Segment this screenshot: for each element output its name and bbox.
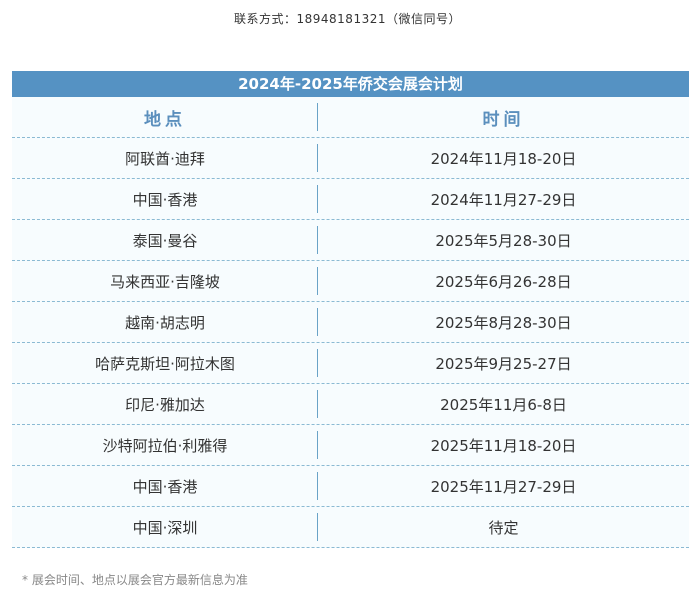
place-cell: 哈萨克斯坦·阿拉木图 [12,343,318,383]
header-place: 地点 [12,97,318,137]
table-row: 印尼·雅加达 2025年11月6-8日 [12,384,689,425]
place-cell: 泰国·曼谷 [12,220,318,260]
place-cell: 中国·香港 [12,179,318,219]
place-cell: 中国·香港 [12,466,318,506]
table-row: 哈萨克斯坦·阿拉木图 2025年9月25-27日 [12,343,689,384]
place-cell: 马来西亚·吉隆坡 [12,261,318,301]
place-cell: 越南·胡志明 [12,302,318,342]
time-cell: 待定 [488,518,519,537]
table-row: 沙特阿拉伯·利雅得 2025年11月18-20日 [12,425,689,466]
table-row: 越南·胡志明 2025年8月28-30日 [12,302,689,343]
place-cell: 沙特阿拉伯·利雅得 [12,425,318,465]
time-cell: 2025年9月25-27日 [435,354,572,373]
table-title: 2024年-2025年侨交会展会计划 [12,71,689,97]
time-cell: 2025年11月6-8日 [440,395,567,414]
table-row: 中国·香港 2024年11月27-29日 [12,179,689,220]
table-row: 中国·深圳 待定 [12,507,689,548]
table-row: 泰国·曼谷 2025年5月28-30日 [12,220,689,261]
table-row: 马来西亚·吉隆坡 2025年6月26-28日 [12,261,689,302]
table-header-row: 地点 时间 [12,97,689,138]
exhibition-schedule-table: 2024年-2025年侨交会展会计划 地点 时间 阿联酋·迪拜 2024年11月1… [12,71,689,548]
time-cell: 2024年11月18-20日 [430,149,577,168]
time-cell: 2025年8月28-30日 [435,313,572,332]
time-cell: 2025年6月26-28日 [435,272,572,291]
time-cell: 2024年11月27-29日 [430,190,577,209]
time-cell: 2025年11月27-29日 [430,477,577,496]
place-cell: 阿联酋·迪拜 [12,138,318,178]
header-time: 时间 [482,109,525,130]
place-cell: 印尼·雅加达 [12,384,318,424]
place-cell: 中国·深圳 [12,507,318,547]
footnote: * 展会时间、地点以展会官方最新信息为准 [22,573,248,587]
time-cell: 2025年11月18-20日 [430,436,577,455]
table-row: 阿联酋·迪拜 2024年11月18-20日 [12,138,689,179]
table-row: 中国·香港 2025年11月27-29日 [12,466,689,507]
contact-info: 联系方式：18948181321（微信同号） [234,12,461,26]
time-cell: 2025年5月28-30日 [435,231,572,250]
